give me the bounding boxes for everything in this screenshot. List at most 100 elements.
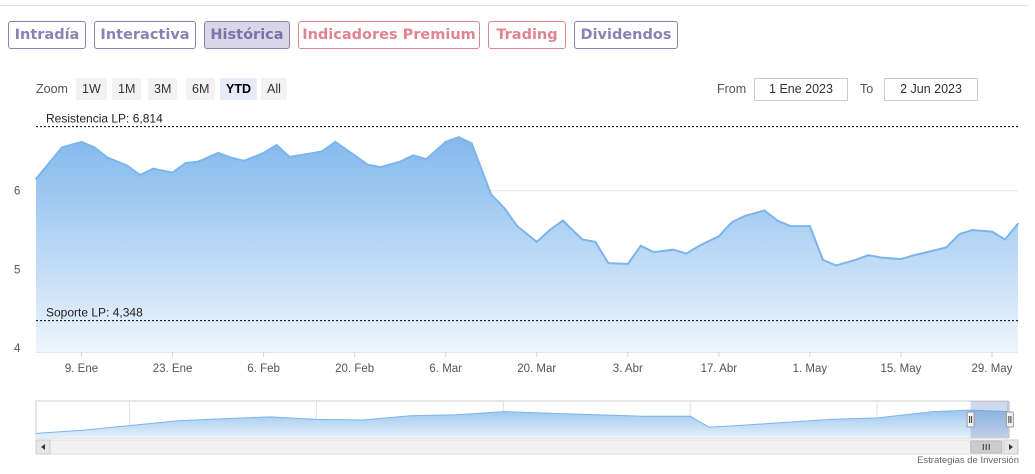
price-point [444,141,447,143]
price-point [80,141,83,143]
price-point [243,160,245,162]
price-point [698,245,701,247]
to-label: To [860,82,874,96]
price-point [48,162,50,164]
price-point [470,142,473,145]
navigator-handle-right[interactable] [1005,411,1014,428]
xtick-label: 20. Mar [517,363,556,375]
price-point [854,259,857,261]
top-divider [0,5,1028,6]
tab-dividendos[interactable]: Dividendos [574,21,678,49]
price-point [1004,238,1006,241]
xtick-label: 3. Abr [613,363,643,375]
price-point [412,154,415,157]
price-point [822,259,824,261]
price-area [36,137,1018,352]
navigator-line [35,409,1009,434]
price-point [353,154,356,157]
xtick-label: 29. May [972,363,1013,375]
price-point [640,245,642,247]
zoom-1m-button[interactable]: 1M [112,78,142,100]
ytick-label-6: 6 [14,186,20,198]
xtick-label: 20. Feb [335,363,374,375]
tab-trading[interactable]: Trading [488,21,566,49]
price-point [913,254,915,256]
price-point [789,225,792,227]
price-point [35,178,37,180]
tab-interactiva[interactable]: Interactiva [94,21,196,49]
price-point [334,141,337,143]
scroll-right-arrow-icon [1009,444,1013,450]
price-point [971,229,974,231]
price-point [139,174,141,176]
xtick-label: 15. May [880,363,921,375]
zoom-6m-button[interactable]: 6M [186,78,216,100]
price-point [366,163,369,166]
price-point [457,136,460,138]
scroll-left-arrow-icon [41,444,45,450]
xtick-label: 9. Ene [65,363,98,375]
price-point [217,152,219,154]
price-point [106,156,109,159]
price-point [991,230,993,233]
handle-box [1005,411,1014,428]
xtick-label: 6. Mar [429,363,462,375]
from-label: From [717,82,747,96]
support-label: Soporte LP: 4,348 [46,306,143,320]
footer-credit: Estrategias de Inversión [917,455,1019,466]
zoom-label: Zoom [36,82,68,96]
price-point [835,264,837,267]
price-line [35,136,1019,267]
price-point [61,146,63,149]
price-point [867,254,870,256]
price-point [288,156,291,158]
price-point [718,235,720,238]
price-point [776,219,779,222]
price-point [744,215,746,217]
price-point [275,144,278,146]
price-point [594,241,597,243]
price-point [549,229,551,231]
price-point [1017,222,1019,225]
price-point [379,166,382,168]
price-point [900,258,902,260]
zoom-1w-button[interactable]: 1W [76,78,107,100]
price-point [184,162,187,164]
price-point [926,251,928,253]
ytick-label-4: 4 [14,343,21,355]
price-point [126,164,128,167]
zoom-ytd-button[interactable]: YTD [220,78,257,100]
xtick-label: 23. Ene [153,363,193,375]
scrollbar-track [35,439,1019,455]
price-point [516,225,518,227]
price-point [503,207,506,209]
navigator-handle-left[interactable] [966,411,975,428]
price-point [152,167,154,170]
price-point [399,160,402,163]
price-point [230,156,232,159]
resistance-label: Resistencia LP: 6,814 [46,112,163,126]
zoom-all-button[interactable]: All [261,78,287,100]
price-point [763,209,766,212]
price-point [562,219,564,222]
price-point [653,251,655,253]
price-point [627,263,629,265]
price-point [581,238,584,241]
price-point [958,233,961,235]
tab-indicadores-premium[interactable]: Indicadores Premium [298,21,480,49]
from-date-input[interactable]: 1 Ene 2023 [754,78,848,101]
navigator-area [36,410,1008,438]
tab-intradia[interactable]: Intradía [8,21,86,49]
price-point [809,225,811,227]
to-date-input[interactable]: 2 Jun 2023 [884,78,978,101]
xtick-label: 1. May [793,363,828,375]
navigator-scrollbar[interactable] [35,439,1019,455]
price-point [685,252,688,255]
xtick-label: 17. Abr [701,363,738,375]
tab-historica[interactable]: Histórica [204,21,290,49]
ytick-label-5: 5 [14,264,20,276]
price-point [197,160,200,163]
handle-box [966,411,975,428]
zoom-3m-button[interactable]: 3M [148,78,178,100]
